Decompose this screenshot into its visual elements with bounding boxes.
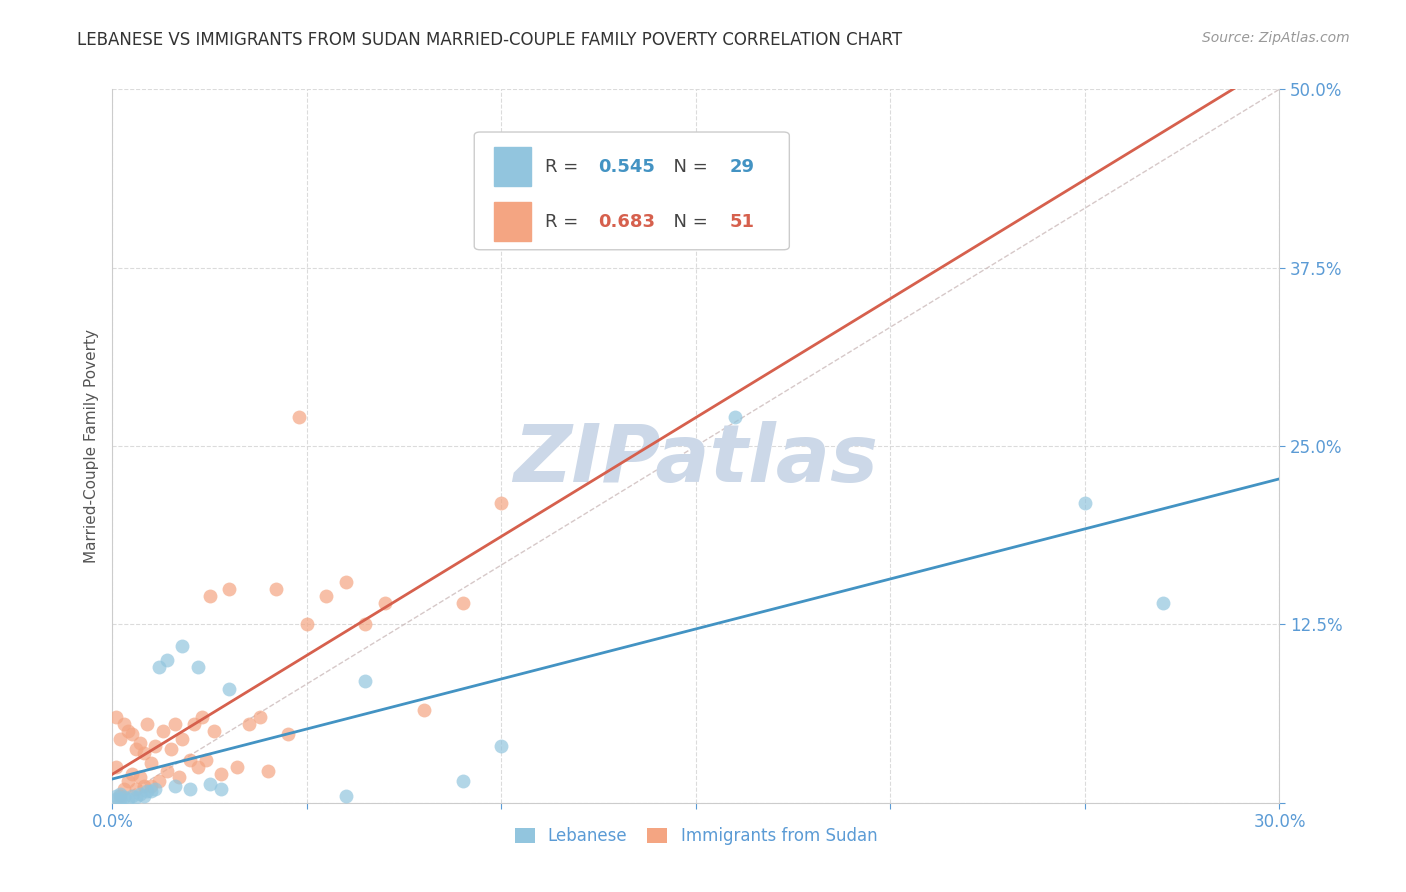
Point — [112, 717, 135, 731]
Point — [105, 791, 128, 805]
Point — [105, 789, 128, 803]
Point — [112, 781, 135, 796]
Point — [141, 779, 163, 793]
Point — [143, 781, 166, 796]
Point — [179, 753, 201, 767]
Point — [110, 791, 132, 805]
Point — [121, 789, 143, 803]
Point — [125, 781, 148, 796]
Point — [141, 756, 163, 770]
Point — [132, 789, 155, 803]
Text: 0.545: 0.545 — [598, 158, 655, 176]
Point — [110, 787, 132, 801]
Point — [143, 739, 166, 753]
Text: 51: 51 — [730, 213, 755, 231]
Text: R =: R = — [546, 213, 585, 231]
Point — [335, 789, 357, 803]
Point — [121, 727, 143, 741]
Point — [172, 731, 194, 746]
Point — [156, 653, 179, 667]
Point — [209, 781, 232, 796]
Point — [105, 760, 128, 774]
Point — [257, 764, 280, 779]
Point — [491, 739, 513, 753]
Text: 0.683: 0.683 — [598, 213, 655, 231]
Point — [132, 779, 155, 793]
Y-axis label: Married-Couple Family Poverty: Married-Couple Family Poverty — [83, 329, 98, 563]
Point — [172, 639, 194, 653]
Point — [183, 717, 205, 731]
Point — [128, 787, 150, 801]
Point — [295, 617, 318, 632]
Point — [451, 596, 474, 610]
Point — [226, 760, 249, 774]
Text: R =: R = — [546, 158, 585, 176]
Point — [167, 770, 190, 784]
Text: N =: N = — [662, 158, 714, 176]
Point — [249, 710, 271, 724]
Point — [335, 574, 357, 589]
Point — [117, 791, 139, 805]
Point — [354, 674, 377, 689]
Point — [125, 790, 148, 805]
Point — [276, 727, 298, 741]
Point — [218, 681, 240, 696]
Point — [218, 582, 240, 596]
Point — [128, 736, 150, 750]
Point — [121, 767, 143, 781]
Point — [117, 774, 139, 789]
Text: LEBANESE VS IMMIGRANTS FROM SUDAN MARRIED-COUPLE FAMILY POVERTY CORRELATION CHAR: LEBANESE VS IMMIGRANTS FROM SUDAN MARRIE… — [77, 31, 903, 49]
Point — [160, 741, 183, 756]
Point — [152, 724, 174, 739]
Point — [264, 582, 287, 596]
Point — [163, 717, 186, 731]
Text: 29: 29 — [730, 158, 755, 176]
Point — [110, 731, 132, 746]
Point — [179, 781, 201, 796]
FancyBboxPatch shape — [494, 147, 531, 186]
Point — [156, 764, 179, 779]
Point — [136, 784, 159, 798]
Point — [132, 746, 155, 760]
Point — [191, 710, 214, 724]
Text: ZIPatlas: ZIPatlas — [513, 421, 879, 500]
Point — [202, 724, 225, 739]
Point — [136, 717, 159, 731]
Point — [117, 724, 139, 739]
Point — [354, 617, 377, 632]
Legend: Lebanese, Immigrants from Sudan: Lebanese, Immigrants from Sudan — [508, 821, 884, 852]
Point — [1152, 596, 1174, 610]
Point — [1074, 496, 1097, 510]
Point — [724, 410, 747, 425]
Point — [198, 589, 221, 603]
Point — [148, 660, 170, 674]
Point — [141, 784, 163, 798]
Point — [128, 770, 150, 784]
Point — [105, 710, 128, 724]
Point — [198, 777, 221, 791]
Point — [187, 760, 209, 774]
Point — [125, 741, 148, 756]
Text: Source: ZipAtlas.com: Source: ZipAtlas.com — [1202, 31, 1350, 45]
Point — [110, 789, 132, 803]
Point — [148, 774, 170, 789]
Point — [112, 790, 135, 805]
Point — [163, 779, 186, 793]
Point — [209, 767, 232, 781]
Point — [374, 596, 396, 610]
Text: N =: N = — [662, 213, 714, 231]
Point — [288, 410, 311, 425]
FancyBboxPatch shape — [474, 132, 789, 250]
FancyBboxPatch shape — [494, 202, 531, 242]
Point — [491, 496, 513, 510]
Point — [412, 703, 434, 717]
Point — [238, 717, 260, 731]
Point — [315, 589, 337, 603]
Point — [187, 660, 209, 674]
Point — [451, 774, 474, 789]
Point — [194, 753, 217, 767]
